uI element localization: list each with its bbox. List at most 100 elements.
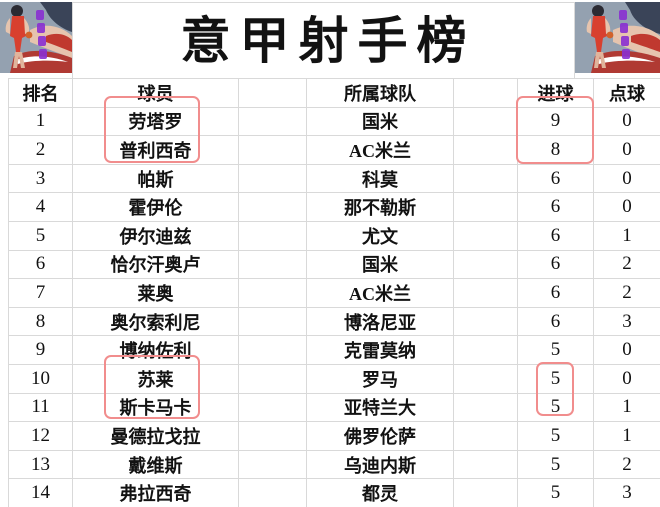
rank-cell: 3 xyxy=(9,164,73,193)
spacer-cell xyxy=(239,250,307,279)
rank-cell: 7 xyxy=(9,279,73,307)
team-cell: 亚特兰大 xyxy=(307,393,454,422)
spacer-cell xyxy=(454,279,518,307)
player-cell: 恰尔汗奥卢 xyxy=(73,250,239,279)
spacer-cell xyxy=(454,307,518,336)
penalties-cell: 0 xyxy=(594,108,660,136)
title-cell: 意甲射手榜 xyxy=(72,2,575,78)
table-row: 11 斯卡马卡 亚特兰大 5 1 xyxy=(9,393,660,423)
penalties-cell: 1 xyxy=(594,222,660,250)
rank-cell: 12 xyxy=(9,422,73,450)
penalties-cell: 2 xyxy=(594,279,660,307)
spacer-cell xyxy=(239,221,307,250)
penalties-cell: 3 xyxy=(594,308,660,336)
team-cell: 科莫 xyxy=(307,164,454,193)
player-cell: 伊尔迪兹 xyxy=(73,221,239,250)
goals-cell: 5 xyxy=(518,450,594,479)
penalties-cell: 3 xyxy=(594,479,660,507)
slam-dunk-artwork-right-icon xyxy=(575,2,660,73)
rank-cell: 2 xyxy=(9,136,73,164)
spacer-cell xyxy=(454,364,518,393)
team-cell: 乌迪内斯 xyxy=(307,450,454,479)
team-cell: AC米兰 xyxy=(307,136,454,164)
team-cell: 佛罗伦萨 xyxy=(307,422,454,450)
goals-cell: 9 xyxy=(518,107,594,136)
spacer-cell xyxy=(239,479,307,507)
penalties-cell: 2 xyxy=(594,451,660,479)
spacer-cell xyxy=(454,450,518,479)
table-row: 4 霍伊伦 那不勒斯 6 0 xyxy=(9,193,660,222)
penalties-cell: 0 xyxy=(594,165,660,193)
spacer-cell xyxy=(239,193,307,221)
slam-dunk-artwork-left-icon xyxy=(0,2,72,73)
rank-cell: 9 xyxy=(9,336,73,364)
spacer-cell xyxy=(239,136,307,164)
goals-cell: 5 xyxy=(518,364,594,393)
team-cell: 克雷莫纳 xyxy=(307,336,454,364)
table-row: 9 博纳佐利 克雷莫纳 5 0 xyxy=(9,336,660,365)
spacer-cell xyxy=(454,479,518,507)
spacer-cell xyxy=(454,221,518,250)
player-cell: 苏莱 xyxy=(73,364,239,393)
spacer-cell xyxy=(239,164,307,193)
table-row: 14 弗拉西奇 都灵 5 3 xyxy=(9,479,660,507)
team-cell: 国米 xyxy=(307,107,454,136)
spacer-cell xyxy=(239,279,307,307)
player-cell: 劳塔罗 xyxy=(73,107,239,136)
table-row: 8 奥尔索利尼 博洛尼亚 6 3 xyxy=(9,307,660,337)
spacer-cell xyxy=(454,136,518,164)
spacer-cell xyxy=(239,450,307,479)
header-goals: 进球 xyxy=(518,79,594,107)
goals-cell: 6 xyxy=(518,164,594,193)
table-row: 10 苏莱 罗马 5 0 xyxy=(9,364,660,394)
rank-cell: 5 xyxy=(9,221,73,250)
player-cell: 斯卡马卡 xyxy=(73,393,239,422)
spacer-cell xyxy=(239,393,307,422)
spacer-cell xyxy=(454,393,518,422)
penalties-cell: 0 xyxy=(594,336,660,364)
goals-cell: 6 xyxy=(518,250,594,279)
header-spacer xyxy=(454,79,518,107)
team-cell: 罗马 xyxy=(307,364,454,393)
header-rank: 排名 xyxy=(9,79,73,107)
table-row: 5 伊尔迪兹 尤文 6 1 xyxy=(9,221,660,251)
rank-cell: 13 xyxy=(9,450,73,479)
team-cell: AC米兰 xyxy=(307,279,454,307)
penalties-cell: 0 xyxy=(594,365,660,393)
table-body: 1 劳塔罗 国米 9 0 2 普利西奇 AC米兰 8 0 3 帕斯 科莫 6 0… xyxy=(9,107,660,507)
penalties-cell: 0 xyxy=(594,193,660,221)
table-row: 1 劳塔罗 国米 9 0 xyxy=(9,107,660,137)
team-cell: 都灵 xyxy=(307,479,454,507)
header-pens: 点球 xyxy=(594,79,660,107)
spacer-cell xyxy=(454,164,518,193)
team-cell: 尤文 xyxy=(307,221,454,250)
goals-cell: 6 xyxy=(518,307,594,336)
player-cell: 弗拉西奇 xyxy=(73,479,239,507)
player-cell: 莱奥 xyxy=(73,279,239,307)
goals-cell: 5 xyxy=(518,393,594,422)
goals-cell: 5 xyxy=(518,479,594,507)
goals-cell: 6 xyxy=(518,221,594,250)
goals-cell: 5 xyxy=(518,422,594,450)
spacer-cell xyxy=(454,422,518,450)
header-spacer xyxy=(239,79,307,107)
table-row: 7 莱奥 AC米兰 6 2 xyxy=(9,279,660,308)
table-row: 13 戴维斯 乌迪内斯 5 2 xyxy=(9,450,660,480)
scorer-table: 排名 球员 所属球队 进球 点球 1 劳塔罗 国米 9 0 2 普利西奇 AC米… xyxy=(8,78,660,507)
table-row: 3 帕斯 科莫 6 0 xyxy=(9,164,660,194)
rank-cell: 14 xyxy=(9,479,73,507)
team-cell: 博洛尼亚 xyxy=(307,307,454,336)
player-cell: 霍伊伦 xyxy=(73,193,239,221)
table-row: 6 恰尔汗奥卢 国米 6 2 xyxy=(9,250,660,280)
rank-cell: 8 xyxy=(9,307,73,336)
goals-cell: 8 xyxy=(518,136,594,164)
rank-cell: 4 xyxy=(9,193,73,221)
table-header-row: 排名 球员 所属球队 进球 点球 xyxy=(9,79,660,108)
title-band: 意甲射手榜 xyxy=(0,0,660,78)
goals-cell: 5 xyxy=(518,336,594,364)
penalties-cell: 1 xyxy=(594,422,660,450)
team-cell: 那不勒斯 xyxy=(307,193,454,221)
spacer-cell xyxy=(454,193,518,221)
rank-cell: 10 xyxy=(9,364,73,393)
penalties-cell: 2 xyxy=(594,251,660,279)
